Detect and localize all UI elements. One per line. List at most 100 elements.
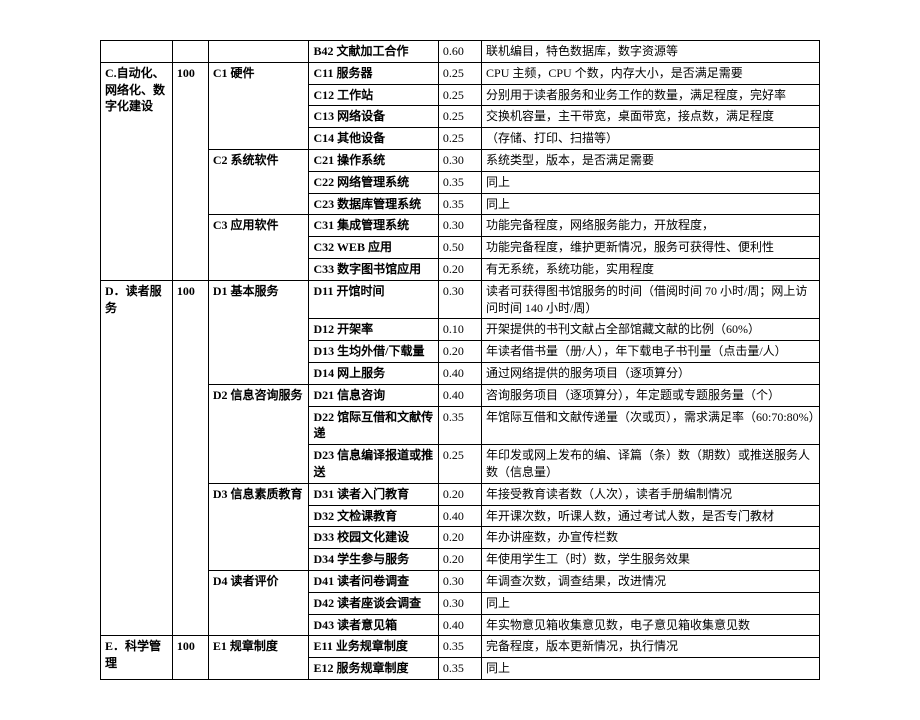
score-value: 0.40 — [438, 614, 481, 636]
score-value: 0.35 — [438, 658, 481, 680]
description: 开架提供的书刊文献占全部馆藏文献的比例（60%） — [482, 319, 820, 341]
indicator-code: D23 信息编译报道或推送 — [309, 445, 438, 484]
table-row: D．读者服务100D1 基本服务D11 开馆时间0.30读者可获得图书馆服务的时… — [101, 280, 820, 319]
score-value: 0.20 — [438, 483, 481, 505]
indicator-code: D43 读者意见箱 — [309, 614, 438, 636]
table-row: C.自动化、网络化、数字化建设100C1 硬件C11 服务器0.25CPU 主频… — [101, 62, 820, 84]
category-level2: D3 信息素质教育 — [208, 483, 309, 570]
score-value: 0.25 — [438, 445, 481, 484]
weight-value: 100 — [172, 62, 208, 280]
description: 完备程度，版本更新情况，执行情况 — [482, 636, 820, 658]
description: 咨询服务项目（逐项算分），年定题或专题服务量（个） — [482, 384, 820, 406]
description: 同上 — [482, 171, 820, 193]
score-value: 0.10 — [438, 319, 481, 341]
indicator-code: D32 文检课教育 — [309, 505, 438, 527]
score-value: 0.25 — [438, 62, 481, 84]
indicator-code: C22 网络管理系统 — [309, 171, 438, 193]
score-value: 0.40 — [438, 362, 481, 384]
weight-value: 100 — [172, 636, 208, 680]
score-value: 0.60 — [438, 41, 481, 63]
description: 年印发或网上发布的编、译篇（条）数（期数）或推送服务人数（信息量） — [482, 445, 820, 484]
indicator-code: D13 生均外借/下载量 — [309, 341, 438, 363]
category-level2 — [208, 41, 309, 63]
description: 年读者借书量（册/人），年下载电子书刊量（点击量/人） — [482, 341, 820, 363]
description: 联机编目，特色数据库，数字资源等 — [482, 41, 820, 63]
indicator-code: E12 服务规章制度 — [309, 658, 438, 680]
description: 同上 — [482, 658, 820, 680]
description: 年接受教育读者数（人次），读者手册编制情况 — [482, 483, 820, 505]
indicator-code: D14 网上服务 — [309, 362, 438, 384]
indicator-code: E11 业务规章制度 — [309, 636, 438, 658]
table-row: D2 信息咨询服务D21 信息咨询0.40咨询服务项目（逐项算分），年定题或专题… — [101, 384, 820, 406]
score-value: 0.50 — [438, 237, 481, 259]
category-level2: C2 系统软件 — [208, 149, 309, 214]
indicator-code: D31 读者入门教育 — [309, 483, 438, 505]
description: CPU 主频，CPU 个数，内存大小，是否满足需要 — [482, 62, 820, 84]
indicator-code: C14 其他设备 — [309, 128, 438, 150]
indicator-code: C12 工作站 — [309, 84, 438, 106]
score-value: 0.35 — [438, 406, 481, 445]
score-value: 0.20 — [438, 341, 481, 363]
indicator-code: D12 开架率 — [309, 319, 438, 341]
description: （存储、打印、扫描等） — [482, 128, 820, 150]
category-level1: C.自动化、网络化、数字化建设 — [101, 62, 173, 280]
description: 有无系统，系统功能，实用程度 — [482, 258, 820, 280]
description: 功能完备程度，网络服务能力，开放程度， — [482, 215, 820, 237]
evaluation-table: B42 文献加工合作0.60联机编目，特色数据库，数字资源等C.自动化、网络化、… — [100, 40, 820, 680]
category-level2: E1 规章制度 — [208, 636, 309, 680]
description: 系统类型，版本，是否满足需要 — [482, 149, 820, 171]
description: 年调查次数，调查结果，改进情况 — [482, 570, 820, 592]
indicator-code: D41 读者问卷调查 — [309, 570, 438, 592]
category-level2: D4 读者评价 — [208, 570, 309, 635]
score-value: 0.30 — [438, 215, 481, 237]
score-value: 0.35 — [438, 636, 481, 658]
score-value: 0.20 — [438, 527, 481, 549]
indicator-code: C21 操作系统 — [309, 149, 438, 171]
score-value: 0.25 — [438, 84, 481, 106]
description: 通过网络提供的服务项目（逐项算分） — [482, 362, 820, 384]
description: 年开课次数，听课人数，通过考试人数，是否专门教材 — [482, 505, 820, 527]
table-row: E．科学管理100E1 规章制度E11 业务规章制度0.35完备程度，版本更新情… — [101, 636, 820, 658]
indicator-code: C32 WEB 应用 — [309, 237, 438, 259]
score-value: 0.30 — [438, 592, 481, 614]
description: 同上 — [482, 592, 820, 614]
description: 读者可获得图书馆服务的时间（借阅时间 70 小时/周；网上访问时间 140 小时… — [482, 280, 820, 319]
score-value: 0.25 — [438, 128, 481, 150]
category-level2: D2 信息咨询服务 — [208, 384, 309, 483]
indicator-code: D42 读者座谈会调查 — [309, 592, 438, 614]
score-value: 0.30 — [438, 280, 481, 319]
score-value: 0.20 — [438, 549, 481, 571]
score-value: 0.40 — [438, 505, 481, 527]
description: 功能完备程度，维护更新情况，服务可获得性、便利性 — [482, 237, 820, 259]
indicator-code: C23 数据库管理系统 — [309, 193, 438, 215]
indicator-code: D22 馆际互借和文献传递 — [309, 406, 438, 445]
indicator-code: C11 服务器 — [309, 62, 438, 84]
description: 交换机容量，主干带宽，桌面带宽，接点数，满足程度 — [482, 106, 820, 128]
category-level2: D1 基本服务 — [208, 280, 309, 384]
table-row: B42 文献加工合作0.60联机编目，特色数据库，数字资源等 — [101, 41, 820, 63]
score-value: 0.35 — [438, 193, 481, 215]
table-row: C3 应用软件C31 集成管理系统0.30功能完备程度，网络服务能力，开放程度， — [101, 215, 820, 237]
score-value: 0.25 — [438, 106, 481, 128]
indicator-code: D34 学生参与服务 — [309, 549, 438, 571]
score-value: 0.30 — [438, 149, 481, 171]
indicator-code: C33 数字图书馆应用 — [309, 258, 438, 280]
description: 分别用于读者服务和业务工作的数量，满足程度，完好率 — [482, 84, 820, 106]
description: 年实物意见箱收集意见数，电子意见箱收集意见数 — [482, 614, 820, 636]
category-level1: D．读者服务 — [101, 280, 173, 636]
table-row: C2 系统软件C21 操作系统0.30系统类型，版本，是否满足需要 — [101, 149, 820, 171]
category-level2: C3 应用软件 — [208, 215, 309, 280]
indicator-code: C31 集成管理系统 — [309, 215, 438, 237]
score-value: 0.40 — [438, 384, 481, 406]
category-level1: E．科学管理 — [101, 636, 173, 680]
indicator-code: D21 信息咨询 — [309, 384, 438, 406]
category-level2: C1 硬件 — [208, 62, 309, 149]
score-value: 0.30 — [438, 570, 481, 592]
table-row: D3 信息素质教育D31 读者入门教育0.20年接受教育读者数（人次），读者手册… — [101, 483, 820, 505]
indicator-code: D33 校园文化建设 — [309, 527, 438, 549]
description: 同上 — [482, 193, 820, 215]
category-level1 — [101, 41, 173, 63]
weight-value — [172, 41, 208, 63]
score-value: 0.35 — [438, 171, 481, 193]
indicator-code: D11 开馆时间 — [309, 280, 438, 319]
